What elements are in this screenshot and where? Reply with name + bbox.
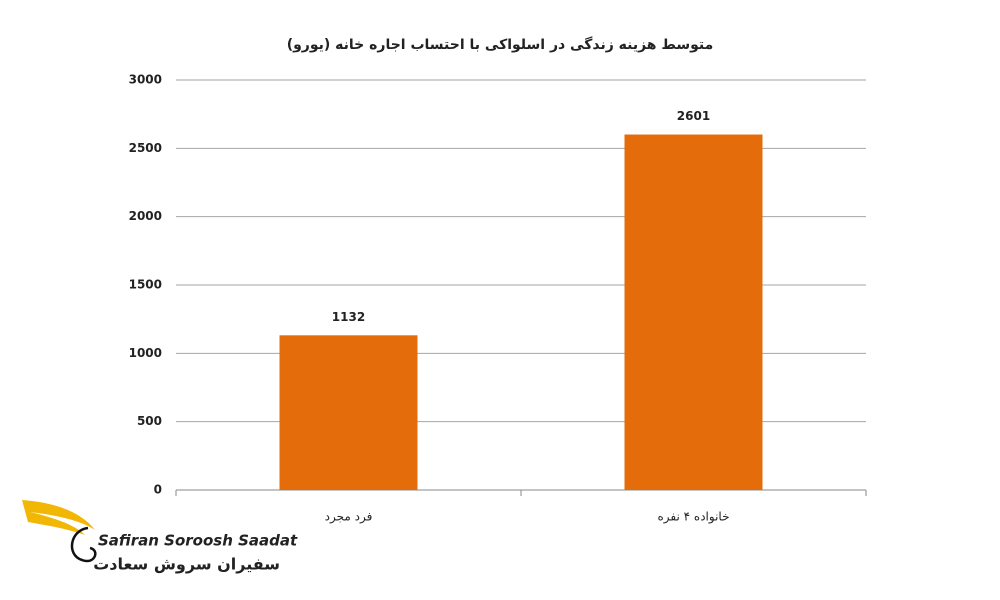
y-tick-label: 3000	[129, 73, 162, 87]
value-label: 2601	[677, 109, 710, 123]
y-tick-label: 1500	[129, 278, 162, 292]
chart-title: متوسط هزینه زندگی در اسلواکی با احتساب ا…	[287, 36, 714, 53]
y-tick-label: 1000	[129, 346, 162, 360]
y-tick-label: 500	[137, 414, 162, 428]
x-tick-label: فرد مجرد	[325, 510, 373, 525]
logo-swan	[70, 526, 97, 563]
bar	[624, 134, 763, 490]
logo-name-en: Safiran Soroosh Saadat	[98, 532, 298, 550]
x-tick-label: خانواده ۴ نفره	[658, 510, 730, 525]
bar	[279, 335, 418, 490]
value-label: 1132	[332, 310, 365, 324]
logo-name-fa: سفیران سروش سعادت	[93, 555, 280, 574]
logo-wing	[22, 500, 95, 535]
logo: Safiran Soroosh Saadat سفیران سروش سعادت	[22, 500, 298, 574]
y-tick-label: 2500	[129, 141, 162, 155]
y-tick-label: 0	[154, 483, 162, 497]
y-tick-label: 2000	[129, 209, 162, 223]
